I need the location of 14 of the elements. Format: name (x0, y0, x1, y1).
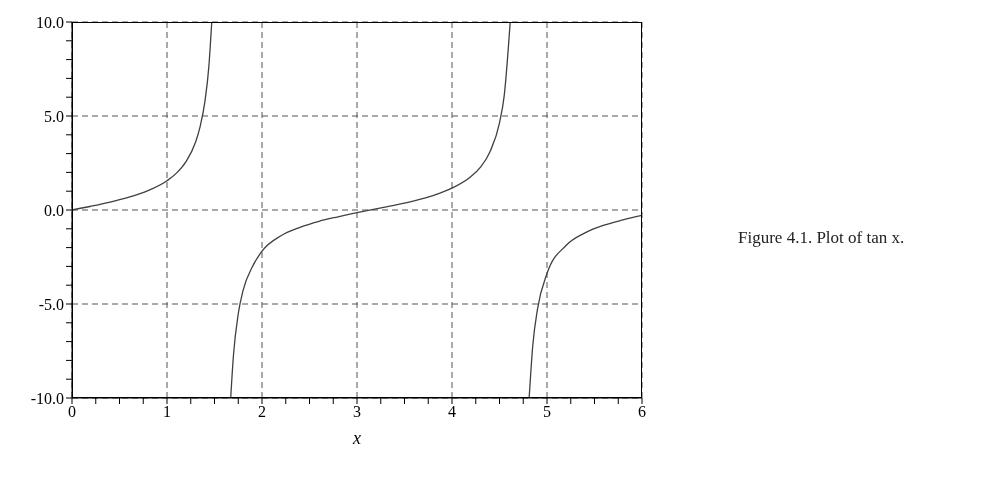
x-tick-label: 4 (448, 403, 456, 421)
x-tick-label: 1 (163, 403, 171, 421)
y-tick-label: -5.0 (38, 295, 64, 313)
x-tick-label: 6 (638, 403, 646, 421)
y-tick-label: 10.0 (36, 13, 64, 31)
y-tick-label: 5.0 (44, 107, 64, 125)
x-tick-label: 2 (258, 403, 266, 421)
caption: Figure 4.1. Plot of tan x. (738, 228, 905, 248)
x-tick-label: 0 (68, 403, 76, 421)
x-tick-label: 3 (353, 403, 361, 421)
x-tick-label: 5 (543, 403, 551, 421)
y-tick-label: -10.0 (30, 389, 64, 407)
y-tick-label: 0.0 (44, 201, 64, 219)
x-axis-title: x (352, 428, 361, 448)
